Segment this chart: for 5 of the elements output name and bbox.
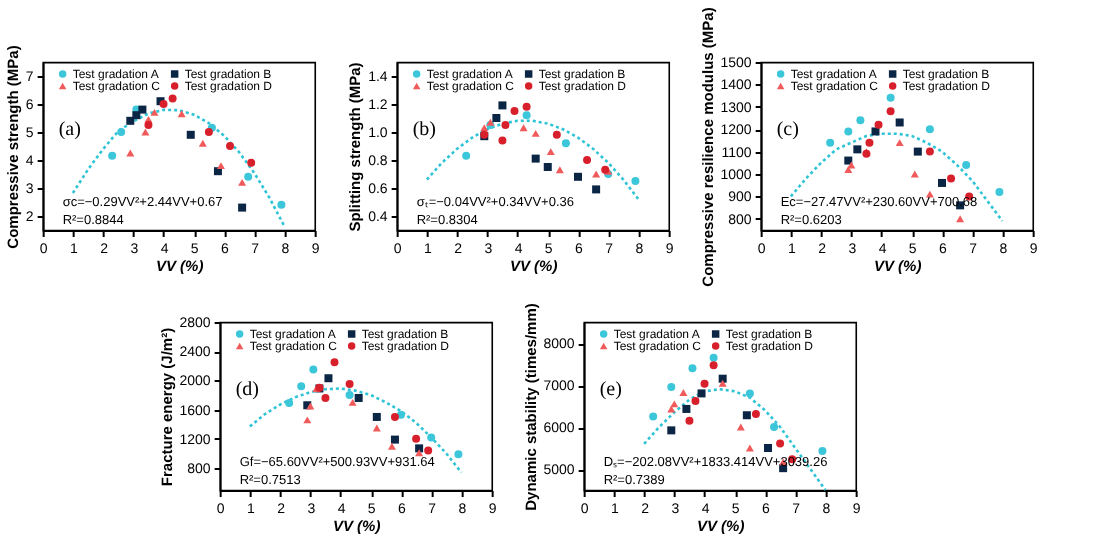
annotation: (e) — [599, 379, 622, 402]
annotation: (c) — [776, 119, 799, 142]
annotation: (a) — [58, 119, 81, 142]
annotation: (b) — [412, 119, 436, 142]
annotation: (d) — [235, 379, 259, 402]
